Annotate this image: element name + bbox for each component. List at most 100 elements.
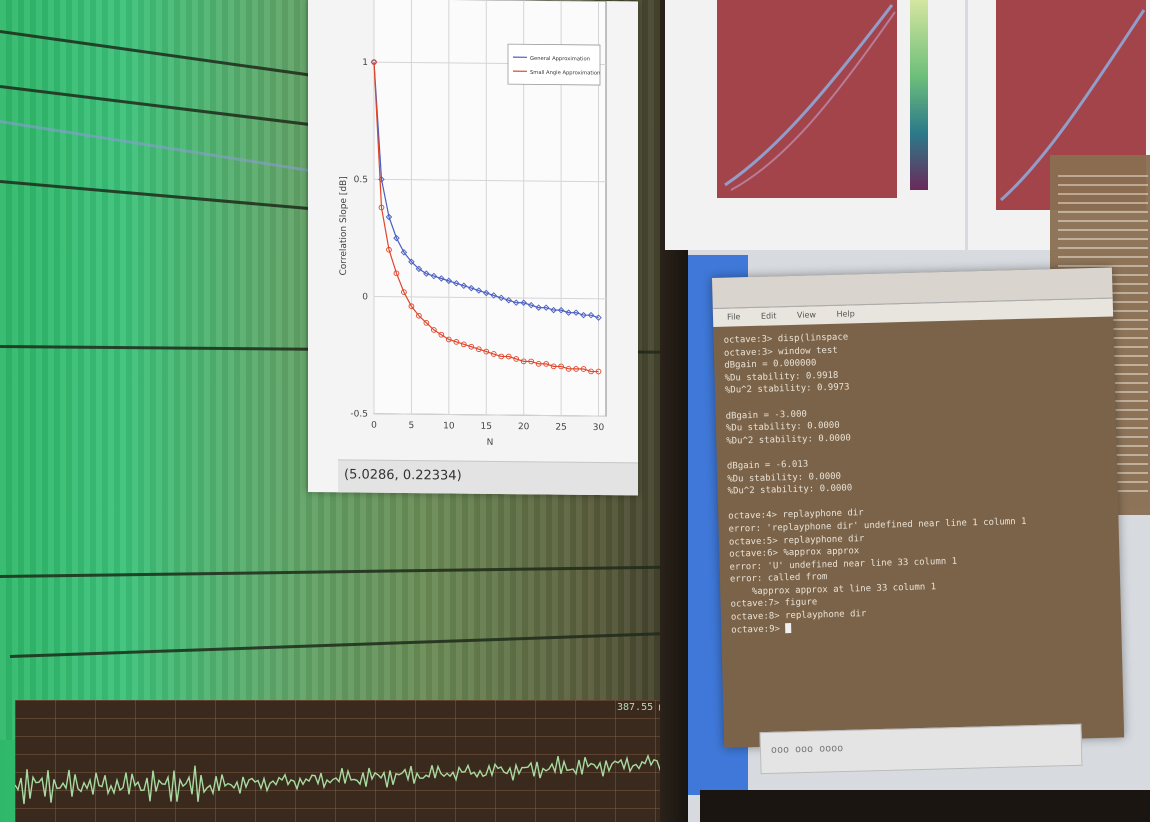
menu-help[interactable]: Help [836, 309, 855, 319]
data-point [431, 327, 437, 333]
terminal-output[interactable]: octave:3> disp(linspace octave:3> window … [713, 317, 1121, 646]
data-point [595, 368, 602, 375]
heatmap-curve [724, 4, 896, 191]
y-gridline [374, 413, 606, 417]
menu-file[interactable]: File [726, 312, 741, 322]
colorbar [910, 0, 928, 190]
waveform-readout: 387.55 ■■ [617, 702, 672, 713]
data-point [505, 297, 512, 304]
y-tick-label: 0 [362, 292, 368, 302]
data-point [475, 346, 482, 353]
legend-entry: Small Angle Approximation [530, 70, 600, 77]
data-point [565, 366, 572, 372]
data-point [580, 366, 587, 372]
y-tick-label: 1 [362, 58, 368, 68]
data-point [572, 309, 580, 316]
legend-box [507, 43, 601, 86]
x-tick-label: 30 [593, 423, 605, 433]
data-point [460, 282, 468, 289]
series-line-2 [373, 62, 599, 373]
data-point [475, 287, 483, 294]
data-point [535, 304, 542, 311]
y-tick-label: 0.5 [354, 175, 368, 185]
taskbar-entry[interactable]: ooo ooo oooo [759, 723, 1083, 775]
cursor-coordinate-readout: (5.0286, 0.22334) [344, 467, 462, 484]
y-axis-label: Correlation Slope [dB] [339, 176, 349, 275]
data-point [415, 265, 423, 273]
data-point [393, 234, 400, 242]
data-point [557, 306, 565, 314]
data-point [371, 59, 377, 65]
x-tick-label: 20 [518, 422, 530, 432]
data-point [438, 275, 445, 282]
plot-window[interactable]: 0 5 10 15 20 25 30 -0.5 0 0.5 1 N Correlation Slope … [308, 0, 638, 496]
data-point [460, 341, 467, 348]
legend-entry: General Approximation [530, 56, 590, 63]
data-point [386, 246, 392, 253]
x-tick-label: 10 [443, 421, 455, 431]
plot-status-bar: (5.0286, 0.22334) [338, 459, 638, 496]
data-point [558, 363, 564, 370]
x-tick-label: 15 [481, 422, 492, 432]
data-point [423, 319, 430, 326]
data-point [520, 358, 527, 365]
menu-edit[interactable]: Edit [760, 311, 777, 321]
y-gridline [374, 296, 606, 300]
waveform-grid [15, 700, 680, 822]
waveform-panel: 387.55 ■■ [15, 700, 680, 822]
terminal-window[interactable]: File Edit View Help octave:3> disp(linsp… [712, 267, 1125, 748]
data-point [565, 309, 572, 316]
x-tick-label: 0 [371, 421, 377, 431]
data-point [468, 343, 475, 350]
x-axis-label: N [487, 438, 494, 448]
data-point [483, 348, 490, 355]
data-point [453, 280, 460, 287]
y-tick-label: -0.5 [350, 409, 368, 419]
data-point [393, 270, 400, 277]
data-point [490, 351, 497, 357]
data-point [588, 368, 594, 375]
data-point [490, 292, 497, 299]
data-point [423, 270, 430, 277]
data-point [520, 299, 527, 306]
data-point [408, 303, 415, 310]
data-point [400, 249, 408, 256]
data-point [498, 353, 505, 360]
data-point [408, 258, 415, 265]
data-point [401, 289, 407, 295]
x-tick-label: 25 [555, 423, 566, 433]
data-point [595, 314, 602, 321]
waveform-trace [15, 753, 679, 805]
taskbar-text: ooo ooo oooo [770, 743, 844, 756]
data-point [550, 306, 557, 314]
data-point [378, 204, 385, 211]
data-point [438, 331, 445, 338]
data-point [445, 336, 452, 343]
data-point [535, 361, 542, 367]
x-tick-label: 5 [409, 421, 415, 431]
terminal-cursor [785, 623, 792, 634]
data-point [587, 311, 595, 319]
data-point [580, 311, 587, 319]
data-point [416, 312, 422, 319]
data-point [445, 277, 453, 285]
data-point [528, 358, 535, 365]
data-point [497, 294, 505, 302]
data-point [453, 339, 460, 345]
data-point [550, 363, 557, 370]
figure-window-1[interactable] [665, 0, 965, 250]
data-point [542, 304, 550, 311]
data-point [573, 366, 579, 372]
data-point [543, 361, 549, 367]
data-point [505, 353, 512, 360]
heatmap-curve [1000, 9, 1146, 202]
desk-edge [700, 790, 1150, 822]
data-point [527, 301, 535, 309]
data-point [385, 213, 393, 221]
y-gridline [374, 178, 606, 183]
menu-view[interactable]: View [796, 310, 817, 320]
data-point [468, 284, 475, 292]
data-point [483, 289, 490, 297]
